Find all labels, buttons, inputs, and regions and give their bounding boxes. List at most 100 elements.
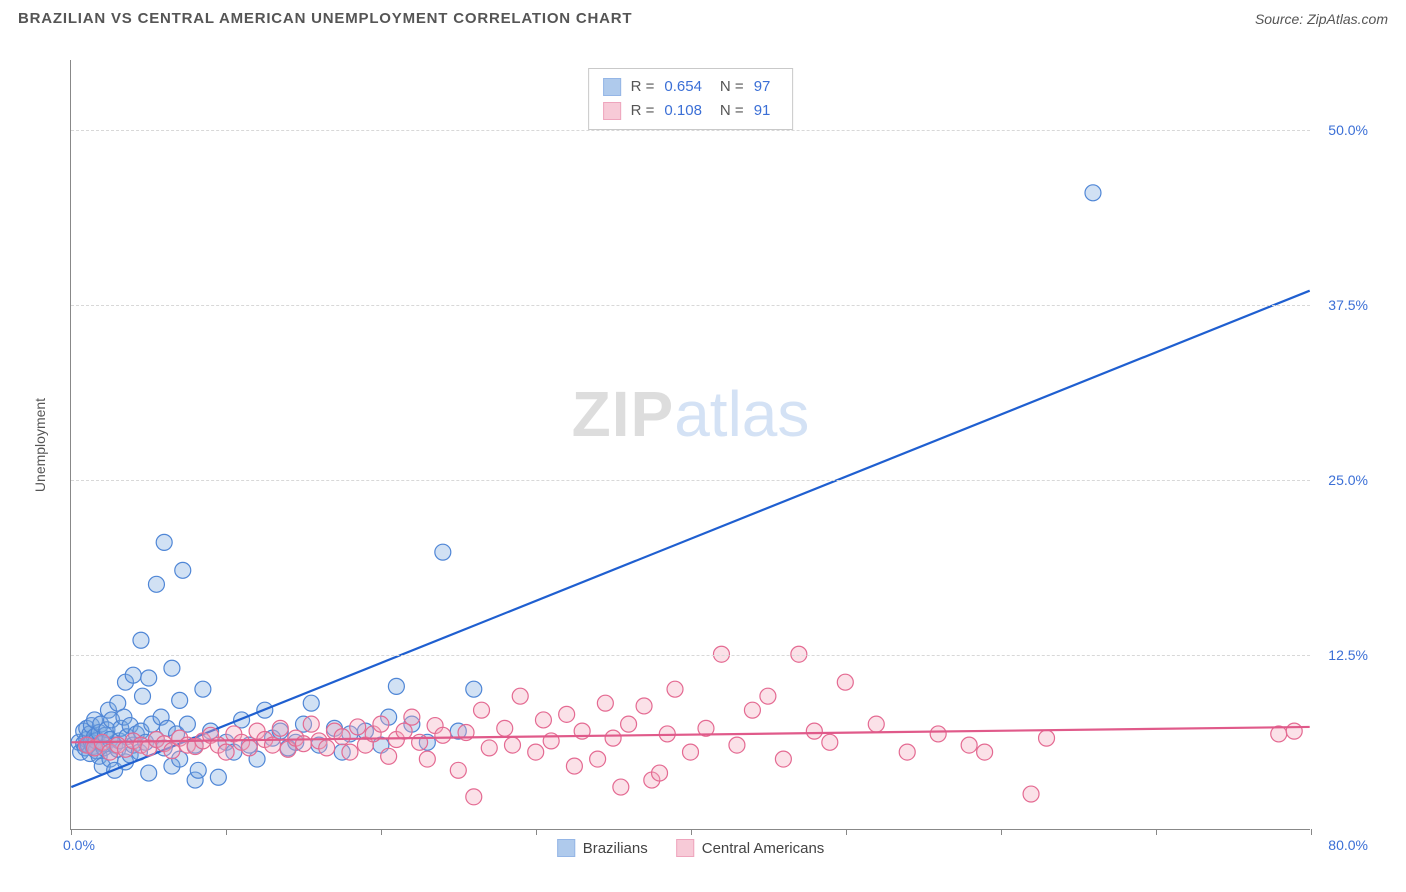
y-axis-label: Unemployment: [32, 398, 48, 492]
data-point: [775, 751, 791, 767]
r-value: 0.108: [664, 99, 702, 123]
data-point: [450, 762, 466, 778]
data-point: [148, 576, 164, 592]
legend-label: Brazilians: [583, 840, 648, 857]
data-point: [528, 744, 544, 760]
data-point: [512, 688, 528, 704]
data-point: [303, 716, 319, 732]
plot-area: ZIPatlas R =0.654N =97R =0.108N =91 0.0%…: [70, 60, 1310, 830]
data-point: [296, 736, 312, 752]
data-point: [172, 692, 188, 708]
data-point: [156, 534, 172, 550]
data-point: [381, 748, 397, 764]
data-point: [334, 729, 350, 745]
data-point: [899, 744, 915, 760]
data-point: [683, 744, 699, 760]
legend-swatch: [557, 839, 575, 857]
data-point: [636, 698, 652, 714]
correlation-row: R =0.654N =97: [603, 75, 779, 99]
x-tick: [71, 829, 72, 835]
y-tick-label: 25.0%: [1318, 472, 1368, 488]
data-point: [350, 719, 366, 735]
data-point: [566, 758, 582, 774]
data-point: [190, 762, 206, 778]
data-point: [760, 688, 776, 704]
data-point: [175, 562, 191, 578]
data-point: [133, 632, 149, 648]
legend-label: Central Americans: [702, 840, 825, 857]
data-point: [559, 706, 575, 722]
y-tick-label: 50.0%: [1318, 122, 1368, 138]
data-point: [652, 765, 668, 781]
series-legend: Brazilians Central Americans: [557, 839, 825, 857]
gridline: [71, 480, 1310, 481]
x-tick: [1156, 829, 1157, 835]
data-point: [412, 734, 428, 750]
chart-svg: [71, 60, 1310, 829]
x-max-label: 80.0%: [1328, 837, 1368, 853]
data-point: [621, 716, 637, 732]
x-tick: [536, 829, 537, 835]
data-point: [1023, 786, 1039, 802]
x-origin-label: 0.0%: [63, 837, 95, 853]
data-point: [466, 789, 482, 805]
data-point: [195, 681, 211, 697]
data-point: [342, 744, 358, 760]
data-point: [141, 670, 157, 686]
data-point: [744, 702, 760, 718]
r-value: 0.654: [664, 75, 702, 99]
legend-swatch: [603, 78, 621, 96]
data-point: [125, 667, 141, 683]
data-point: [868, 716, 884, 732]
data-point: [837, 674, 853, 690]
data-point: [435, 727, 451, 743]
data-point: [272, 720, 288, 736]
chart-header: BRAZILIAN VS CENTRAL AMERICAN UNEMPLOYME…: [0, 0, 1406, 33]
data-point: [806, 723, 822, 739]
data-point: [135, 688, 151, 704]
legend-item: Central Americans: [676, 839, 825, 857]
correlation-legend: R =0.654N =97R =0.108N =91: [588, 68, 794, 130]
correlation-row: R =0.108N =91: [603, 99, 779, 123]
legend-swatch: [676, 839, 694, 857]
data-point: [419, 751, 435, 767]
data-point: [474, 702, 490, 718]
x-tick: [226, 829, 227, 835]
y-tick-label: 37.5%: [1318, 297, 1368, 313]
data-point: [597, 695, 613, 711]
data-point: [164, 660, 180, 676]
data-point: [667, 681, 683, 697]
x-tick: [1001, 829, 1002, 835]
data-point: [435, 544, 451, 560]
regression-line: [71, 291, 1309, 787]
x-tick: [691, 829, 692, 835]
legend-item: Brazilians: [557, 839, 648, 857]
n-label: N =: [720, 75, 744, 99]
data-point: [388, 678, 404, 694]
data-point: [729, 737, 745, 753]
x-tick: [1311, 829, 1312, 835]
x-tick: [846, 829, 847, 835]
data-point: [141, 765, 157, 781]
data-point: [1286, 723, 1302, 739]
gridline: [71, 130, 1310, 131]
data-point: [373, 716, 389, 732]
x-tick: [381, 829, 382, 835]
n-label: N =: [720, 99, 744, 123]
data-point: [466, 681, 482, 697]
data-point: [396, 723, 412, 739]
data-point: [404, 709, 420, 725]
data-point: [1039, 730, 1055, 746]
r-label: R =: [631, 75, 655, 99]
gridline: [71, 305, 1310, 306]
data-point: [535, 712, 551, 728]
data-point: [218, 744, 234, 760]
chart-title: BRAZILIAN VS CENTRAL AMERICAN UNEMPLOYME…: [18, 10, 632, 27]
data-point: [613, 779, 629, 795]
chart-container: Unemployment ZIPatlas R =0.654N =97R =0.…: [50, 50, 1370, 840]
data-point: [822, 734, 838, 750]
data-point: [504, 737, 520, 753]
data-point: [241, 740, 257, 756]
n-value: 91: [754, 99, 771, 123]
data-point: [977, 744, 993, 760]
